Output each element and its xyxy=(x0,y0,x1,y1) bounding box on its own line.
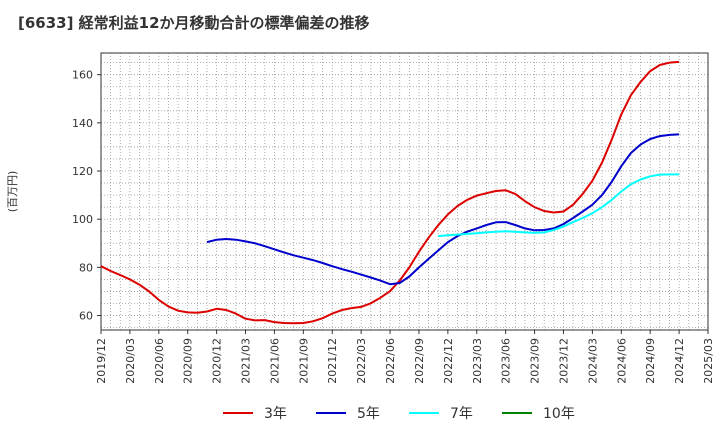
y-tick-label: 140 xyxy=(72,117,93,130)
legend-label-7年: 7年 xyxy=(450,406,473,422)
x-tick-label: 2022/09 xyxy=(413,338,426,384)
y-tick-label: 120 xyxy=(72,165,93,178)
series-line-7年 xyxy=(438,173,680,238)
legend-label-10年: 10年 xyxy=(543,406,575,422)
x-tick-label: 2025/03 xyxy=(702,338,715,384)
y-axis-label: (百万円) xyxy=(6,171,19,213)
x-axis: 2019/12 2020/03 2020/06 2020/09 2020/12 2021/… xyxy=(95,330,715,384)
chart-title: [6633] 経常利益12か月移動合計の標準偏差の推移 xyxy=(18,14,370,32)
y-tick-label: 160 xyxy=(72,69,93,82)
x-tick-label: 2022/06 xyxy=(384,338,397,384)
x-tick-label: 2023/03 xyxy=(471,338,484,384)
x-tick-label: 2024/03 xyxy=(586,338,599,384)
legend: 3年 5年 7年 10年 xyxy=(223,406,575,422)
x-tick-label: 2020/12 xyxy=(211,338,224,384)
x-tick-label: 2022/12 xyxy=(442,338,455,384)
x-tick-label: 2019/12 xyxy=(95,338,108,384)
legend-label-3年: 3年 xyxy=(264,406,287,422)
x-tick-label: 2020/09 xyxy=(182,338,195,384)
x-tick-label: 2022/03 xyxy=(355,338,368,384)
x-tick-label: 2021/12 xyxy=(326,338,339,384)
series-line-3年 xyxy=(100,60,680,325)
y-tick-label: 100 xyxy=(72,213,93,226)
x-tick-label: 2021/03 xyxy=(240,338,253,384)
x-tick-label: 2024/09 xyxy=(644,338,657,384)
x-tick-label: 2020/06 xyxy=(153,338,166,384)
grid xyxy=(101,53,708,330)
y-axis: 60 80 100 120 140 160 xyxy=(72,69,101,323)
x-tick-label: 2023/06 xyxy=(500,338,513,384)
x-tick-label: 2021/09 xyxy=(297,338,310,384)
y-tick-label: 80 xyxy=(79,261,93,274)
x-tick-label: 2021/06 xyxy=(268,338,281,384)
y-tick-label: 60 xyxy=(79,310,93,323)
x-tick-label: 2024/06 xyxy=(615,338,628,384)
plot-area-frame xyxy=(100,52,709,331)
x-tick-label: 2023/09 xyxy=(529,338,542,384)
x-tick-label: 2020/03 xyxy=(124,338,137,384)
series-lines xyxy=(100,60,680,325)
x-tick-label: 2024/12 xyxy=(673,338,686,384)
legend-label-5年: 5年 xyxy=(357,406,380,422)
x-tick-label: 2023/12 xyxy=(557,338,570,384)
series-line-5年 xyxy=(206,133,680,286)
